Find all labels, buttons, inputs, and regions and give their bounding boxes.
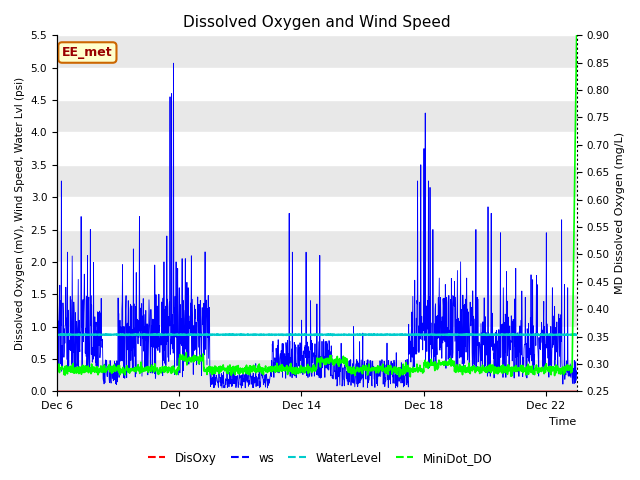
- Title: Dissolved Oxygen and Wind Speed: Dissolved Oxygen and Wind Speed: [183, 15, 451, 30]
- Bar: [57, 197, 577, 229]
- X-axis label: Time: Time: [549, 417, 577, 427]
- Bar: [57, 359, 577, 391]
- Bar: [57, 36, 577, 68]
- Text: EE_met: EE_met: [62, 46, 113, 59]
- Bar: [57, 165, 577, 197]
- Y-axis label: Dissolved Oxygen (mV), Wind Speed, Water Lvl (psi): Dissolved Oxygen (mV), Wind Speed, Water…: [15, 77, 25, 350]
- Bar: [57, 132, 577, 165]
- Legend: DisOxy, ws, WaterLevel, MiniDot_DO: DisOxy, ws, WaterLevel, MiniDot_DO: [143, 447, 497, 469]
- Y-axis label: MD Dissolved Oxygen (mg/L): MD Dissolved Oxygen (mg/L): [615, 132, 625, 294]
- Bar: [57, 100, 577, 132]
- Bar: [57, 294, 577, 326]
- Bar: [57, 326, 577, 359]
- Bar: [57, 68, 577, 100]
- Bar: [57, 229, 577, 262]
- Bar: [57, 262, 577, 294]
